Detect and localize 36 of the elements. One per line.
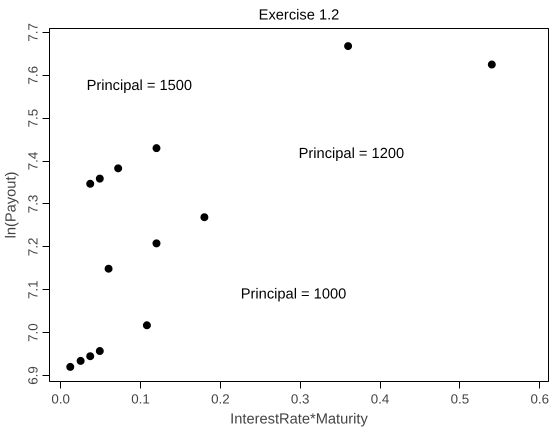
x-tick-label: 0.0	[51, 392, 70, 406]
y-tick-label: 6.9	[26, 366, 40, 385]
y-tick-label: 7.5	[26, 108, 40, 128]
x-tick-label: 0.2	[211, 392, 230, 406]
y-tick-label: 7.7	[26, 23, 40, 42]
x-tick-label: 0.4	[370, 392, 390, 406]
y-axis-title: ln(Payout)	[4, 172, 20, 238]
y-tick-label: 7.1	[26, 280, 40, 299]
point	[86, 352, 94, 360]
point	[344, 42, 352, 50]
x-axis-title: InterestRate*Maturity	[230, 412, 368, 428]
annotation: Principal = 1500	[86, 78, 192, 94]
point	[200, 213, 208, 222]
point	[66, 362, 74, 371]
y-tick-label: 7.3	[26, 194, 40, 214]
annotation: Principal = 1000	[240, 286, 346, 303]
y-tick-label: 7.2	[26, 238, 40, 256]
point	[76, 356, 85, 365]
chart-title: Exercise 1.2	[258, 8, 340, 24]
x-tick-label: 0.6	[530, 392, 549, 406]
point	[152, 239, 160, 248]
point	[86, 180, 94, 188]
point	[142, 321, 151, 330]
point	[96, 174, 104, 183]
point	[104, 264, 113, 273]
y-tick-label: 7.0	[26, 323, 40, 342]
y-tick-label: 7.4	[26, 151, 40, 170]
annotation: Principal = 1200	[298, 146, 404, 162]
point	[114, 164, 122, 172]
x-tick-label: 0.5	[450, 392, 470, 406]
x-tick-label: 0.3	[290, 392, 310, 406]
y-tick-label: 7.6	[26, 66, 40, 85]
point	[96, 347, 104, 356]
point	[488, 60, 496, 69]
point	[152, 144, 160, 152]
x-tick-label: 0.1	[131, 392, 150, 406]
